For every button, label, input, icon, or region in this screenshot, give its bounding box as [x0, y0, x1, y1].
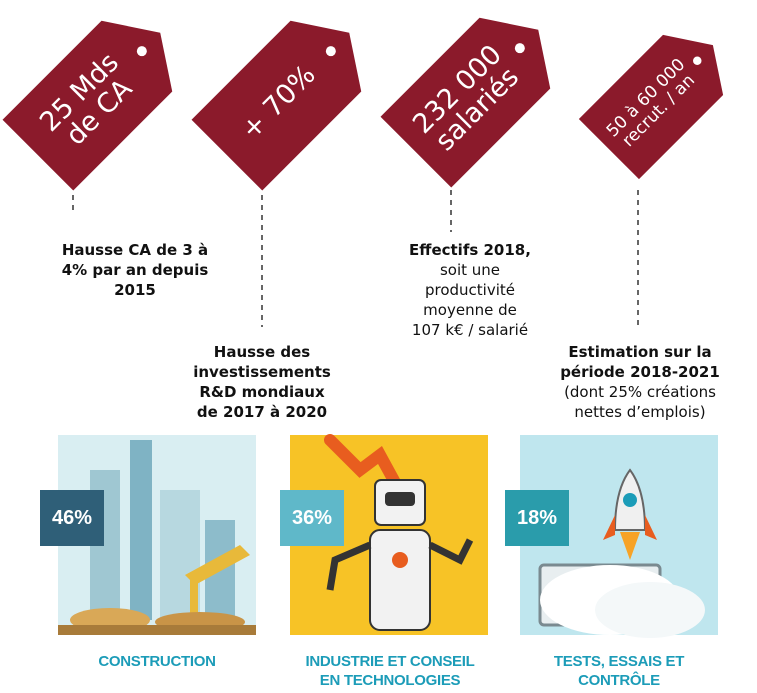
text-line: Hausse CA de 3 à [61, 241, 209, 259]
tag-shape [578, 34, 724, 180]
tag-shape [191, 20, 362, 191]
text-line: CONSTRUCTION [98, 653, 216, 670]
robot-illustration [290, 434, 488, 635]
percent-badge: 46% [40, 490, 104, 546]
tag-shape [2, 20, 173, 191]
text-line: EN TECHNOLOGIES [319, 672, 461, 689]
tag [380, 17, 551, 188]
text-line: (dont 25% créations [564, 383, 716, 401]
tag-hole [693, 56, 702, 65]
caption: Estimation sur la période 2018-2021 (dont … [545, 342, 735, 422]
text-line: 4% par an depuis [61, 261, 209, 279]
text-line: nettes d’emplois) [574, 403, 706, 421]
text-line: soit une [439, 261, 501, 279]
text-line: R&D mondiaux [199, 383, 325, 401]
connectors [72, 190, 639, 327]
caption: Effectifs 2018, soit une productivité moyen… [375, 240, 565, 340]
text-line: Hausse des [213, 343, 311, 361]
percent-badge: 18% [505, 490, 569, 546]
text-line: période 2018-2021 [560, 363, 720, 381]
text-line: 107 k€ / salarié [411, 321, 529, 339]
text-line: Estimation sur la [568, 343, 712, 361]
text-line: productivité [424, 281, 515, 299]
text-line: Effectifs 2018, [409, 241, 531, 259]
sector-label: TESTS, ESSAIS ET CONTRÔLE [504, 652, 734, 690]
text-line: moyenne de [423, 301, 517, 319]
text-line: investissements [193, 363, 331, 381]
text-line: INDUSTRIE ET CONSEIL [305, 653, 475, 670]
tag-hole [325, 46, 336, 57]
percent-badge: 36% [280, 490, 344, 546]
tag-hole [136, 46, 147, 57]
tag-shape [380, 17, 551, 188]
text-line: CONTRÔLE [578, 672, 660, 689]
sector-label: INDUSTRIE ET CONSEIL EN TECHNOLOGIES [275, 652, 505, 690]
construction-illustration [58, 435, 256, 635]
caption: Hausse CA de 3 à 4% par an depuis 2015 [40, 240, 230, 300]
tag [2, 20, 173, 191]
caption: Hausse des investissements R&D mondiaux de … [167, 342, 357, 422]
text-line: de 2017 à 2020 [196, 403, 328, 421]
sector-label: CONSTRUCTION [42, 652, 272, 671]
tag [578, 34, 724, 180]
tag [191, 20, 362, 191]
text-line: TESTS, ESSAIS ET [553, 653, 685, 670]
tag-hole [514, 43, 525, 54]
text-line: 2015 [114, 281, 156, 299]
